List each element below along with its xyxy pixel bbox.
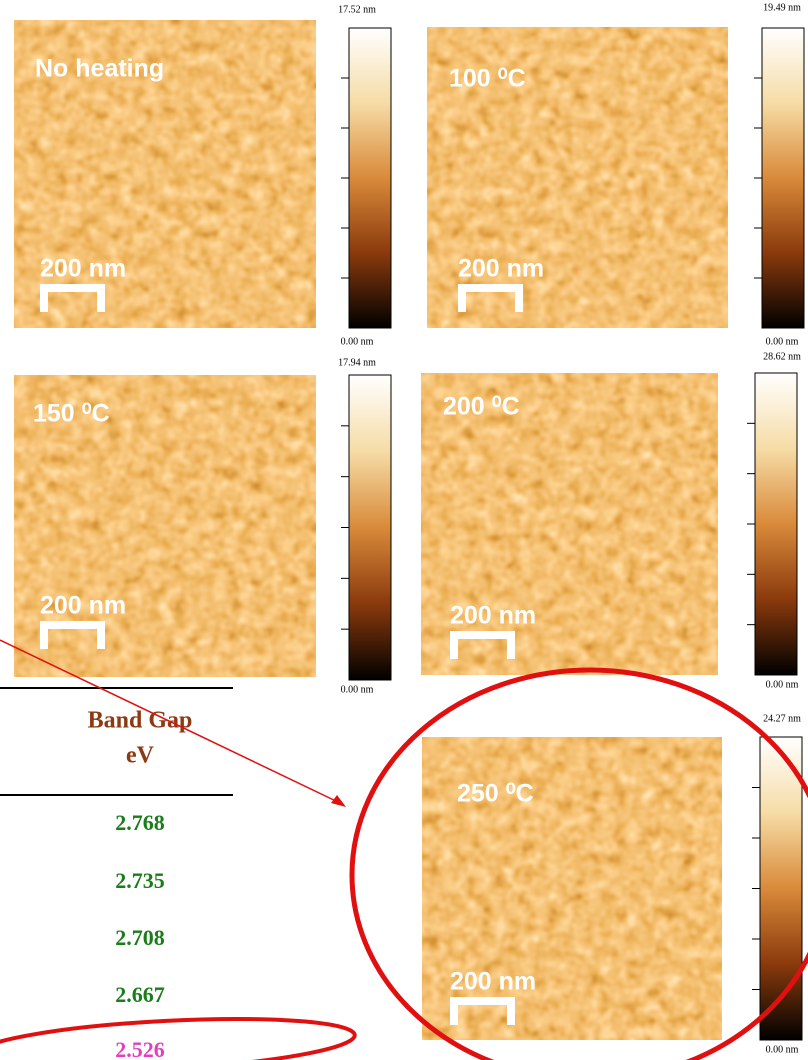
colorbar — [762, 28, 804, 328]
colorbar-min: 0.00 nm — [341, 684, 374, 695]
scale-bar-label: 200 nm — [450, 602, 536, 630]
panel-label: 150 ⁰C — [33, 400, 110, 428]
colorbar-max: 17.52 nm — [338, 4, 376, 15]
highlight-ellipse — [0, 1011, 356, 1060]
scale-bar-label: 200 nm — [450, 968, 536, 996]
table-header: Band Gap — [88, 708, 193, 734]
band-gap-value: 2.708 — [115, 925, 165, 950]
band-gap-value: 2.526 — [115, 1037, 165, 1060]
figure: Band Gap eV 17.52 nm 0.00 nm No heating 200… — [0, 0, 808, 1060]
afm-panels: 17.52 nm 0.00 nm No heating 200 nm 19.49 nm 0… — [14, 2, 804, 1055]
arrow-head — [331, 795, 346, 807]
band-gap-value: 2.667 — [115, 982, 165, 1007]
colorbar-min: 0.00 nm — [766, 336, 799, 347]
panel-label: 100 ⁰C — [449, 65, 526, 93]
colorbar-max: 19.49 nm — [763, 2, 801, 13]
colorbar — [349, 375, 391, 680]
scale-bar-label: 200 nm — [458, 255, 544, 283]
panel-label: 200 ⁰C — [443, 393, 520, 421]
colorbar — [755, 373, 797, 675]
colorbar-max: 17.94 nm — [338, 357, 376, 368]
panel-label: 250 ⁰C — [457, 780, 534, 808]
scale-bar-label: 200 nm — [40, 592, 126, 620]
table-unit: eV — [126, 743, 155, 769]
scale-bar-label: 200 nm — [40, 255, 126, 283]
colorbar-max: 28.62 nm — [763, 351, 801, 362]
colorbar — [349, 28, 391, 328]
colorbar-max: 24.27 nm — [763, 713, 801, 724]
band-gap-value: 2.735 — [115, 868, 165, 893]
colorbar-min: 0.00 nm — [341, 336, 374, 347]
panel-label: No heating — [35, 55, 164, 83]
colorbar-min: 0.00 nm — [766, 1044, 799, 1055]
band-gap-value: 2.768 — [115, 810, 165, 835]
colorbar-min: 0.00 nm — [766, 679, 799, 690]
